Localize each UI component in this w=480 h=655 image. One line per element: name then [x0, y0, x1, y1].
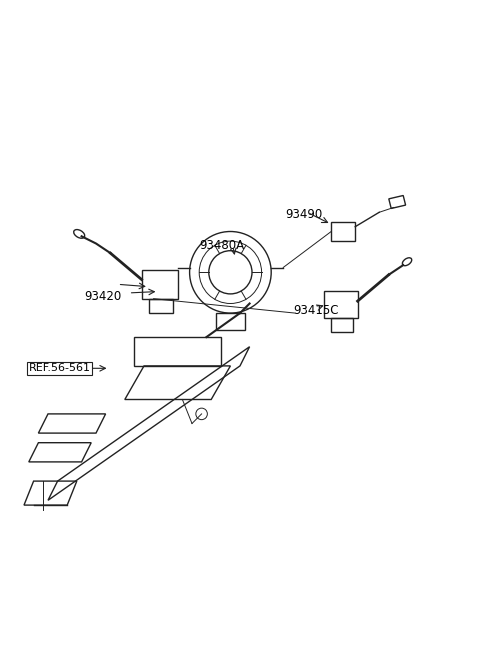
- Text: 93415C: 93415C: [293, 304, 338, 317]
- Text: 93420: 93420: [84, 290, 121, 303]
- Text: 93480A: 93480A: [199, 239, 244, 252]
- Text: REF.56-561: REF.56-561: [29, 364, 91, 373]
- Text: 93490: 93490: [286, 208, 323, 221]
